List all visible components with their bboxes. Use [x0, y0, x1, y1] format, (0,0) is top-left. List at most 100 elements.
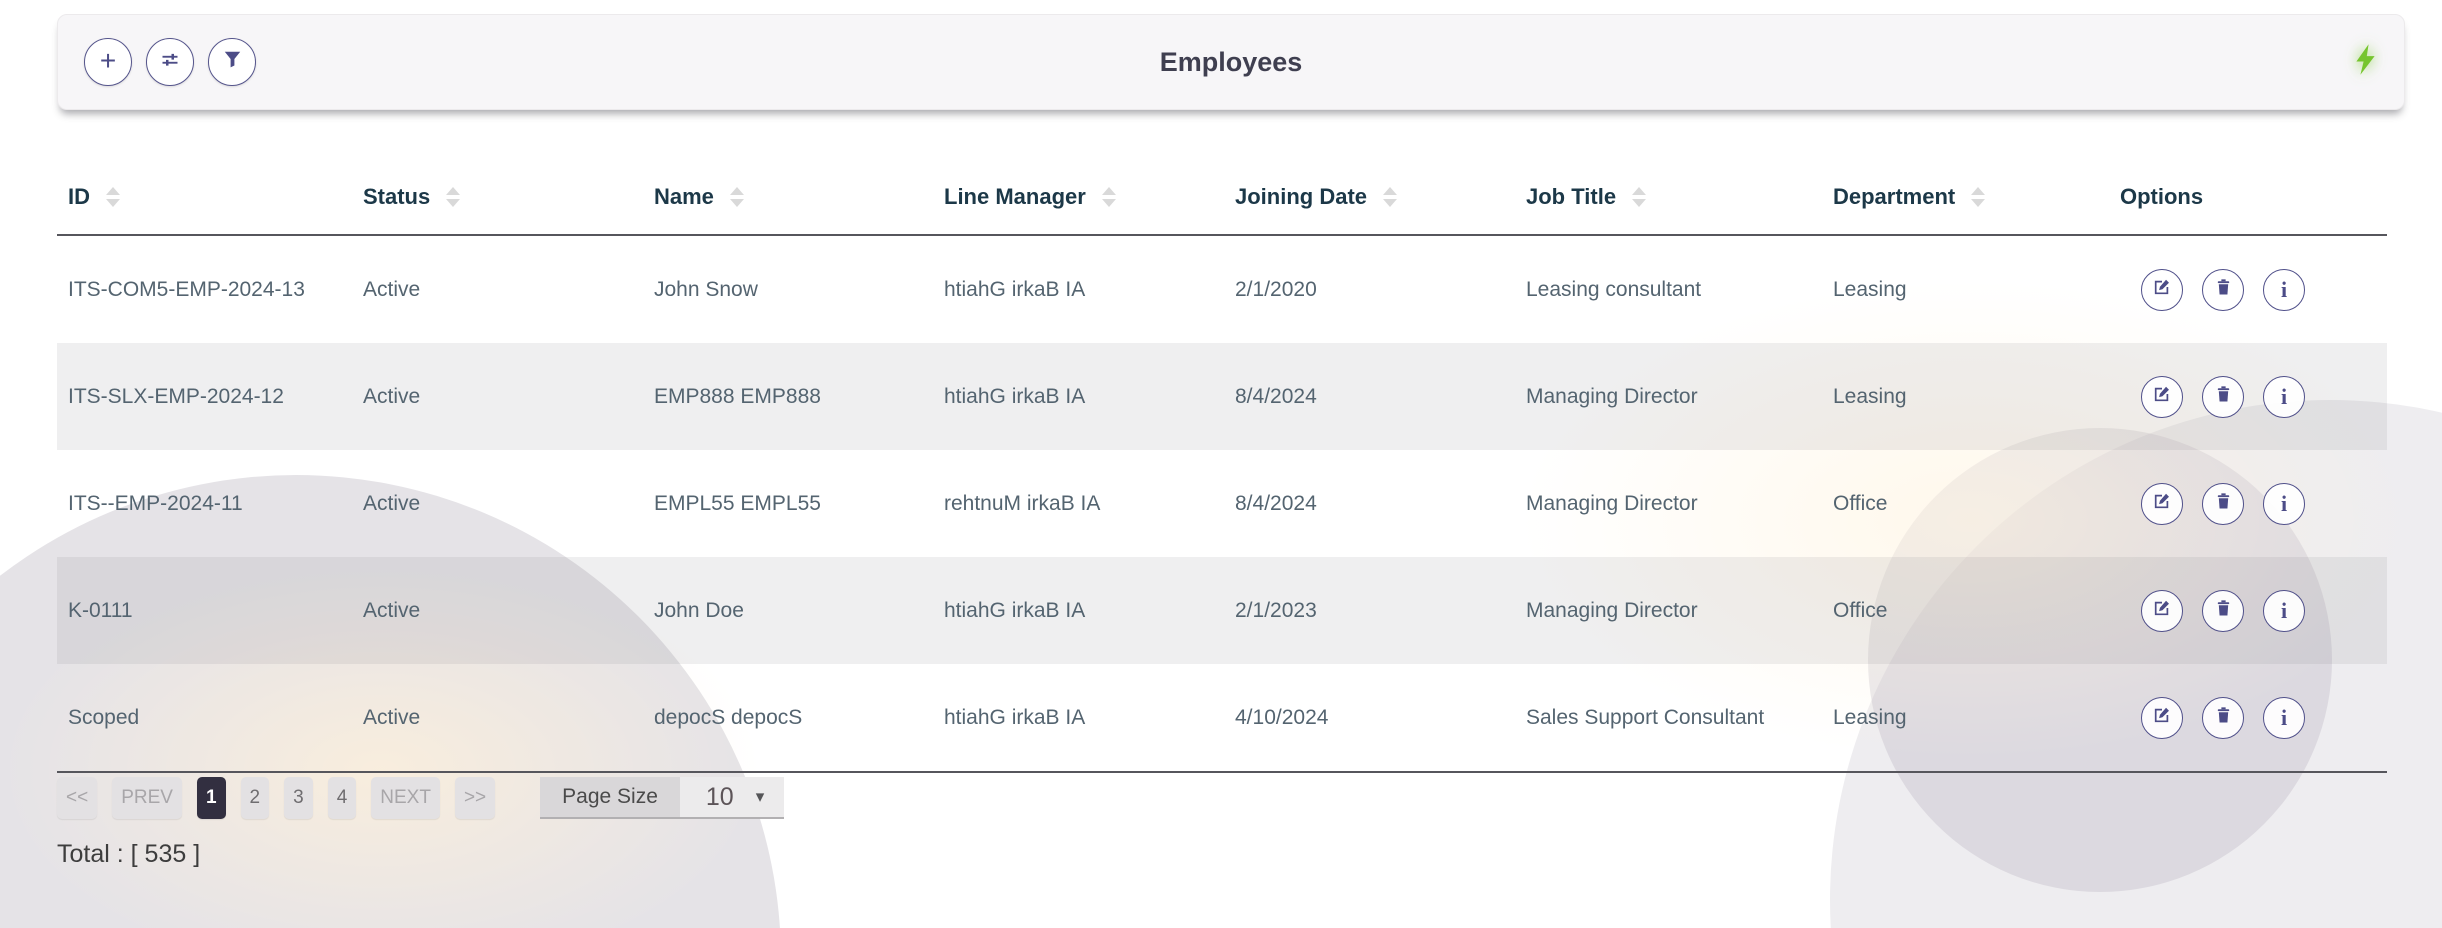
delete-button[interactable] — [2202, 375, 2244, 418]
info-button[interactable]: i — [2263, 268, 2305, 311]
cell-name: John Doe — [654, 598, 744, 622]
edit-icon — [2153, 492, 2171, 516]
column-header-joining-date[interactable]: Joining Date — [1224, 184, 1515, 210]
cell-options: i — [2109, 482, 2387, 525]
column-settings-button[interactable] — [146, 38, 194, 86]
cell-job-title: Sales Support Consultant — [1526, 705, 1765, 729]
cell-department: Office — [1833, 491, 1888, 515]
info-button[interactable]: i — [2263, 696, 2305, 739]
column-header-name[interactable]: Name — [643, 184, 933, 210]
cell-status: Active — [363, 277, 421, 301]
edit-icon — [2153, 278, 2171, 302]
pagination-prev-button[interactable]: PREV — [112, 777, 182, 819]
trash-icon — [2215, 599, 2232, 623]
page-size-value-wrap: 10 ▾ — [679, 777, 785, 817]
table-bottom-divider — [57, 771, 2387, 773]
page-title: Employees — [1159, 46, 1303, 77]
pagination-last-button[interactable]: >> — [454, 777, 496, 819]
column-header-job-title[interactable]: Job Title — [1515, 184, 1822, 210]
cell-job-title: Managing Director — [1526, 384, 1698, 408]
cell-options: i — [2109, 696, 2387, 739]
table-row: ITS--EMP-2024-11 Active EMPL55 EMPL55 re… — [57, 450, 2387, 557]
delete-button[interactable] — [2202, 482, 2244, 525]
cell-status: Active — [363, 705, 421, 729]
filter-button[interactable] — [208, 38, 256, 86]
cell-name: EMPL55 EMPL55 — [654, 491, 821, 515]
cell-job-title: Managing Director — [1526, 491, 1698, 515]
cell-id: ITS-SLX-EMP-2024-12 — [68, 384, 284, 408]
info-icon: i — [2280, 383, 2288, 409]
trash-icon — [2215, 492, 2232, 516]
cell-name: depocS depocS — [654, 705, 803, 729]
page-size-select[interactable]: Page Size 10 ▾ — [540, 777, 785, 819]
employees-table: ID Status Name Line Manager Joining Date… — [57, 160, 2387, 773]
info-icon: i — [2280, 490, 2288, 516]
edit-button[interactable] — [2141, 482, 2183, 525]
edit-button[interactable] — [2141, 589, 2183, 632]
cell-options: i — [2109, 375, 2387, 418]
table-row: Scoped Active depocS depocS htiahG irkaB… — [57, 664, 2387, 771]
cell-joining-date: 2/1/2023 — [1235, 598, 1317, 622]
table-top-divider — [57, 234, 2387, 236]
info-button[interactable]: i — [2263, 482, 2305, 525]
cell-options: i — [2109, 268, 2387, 311]
column-header-department[interactable]: Department — [1822, 184, 2109, 210]
pagination-page-1[interactable]: 1 — [196, 777, 226, 819]
cell-joining-date: 2/1/2020 — [1235, 277, 1317, 301]
edit-icon — [2153, 599, 2171, 623]
sort-icon — [1632, 187, 1647, 207]
cell-status: Active — [363, 491, 421, 515]
bolt-icon[interactable] — [2350, 44, 2376, 81]
cell-joining-date: 8/4/2024 — [1235, 491, 1317, 515]
sort-icon — [446, 187, 461, 207]
info-button[interactable]: i — [2263, 375, 2305, 418]
trash-icon — [2215, 385, 2232, 409]
cell-line-manager: htiahG irkaB IA — [944, 705, 1086, 729]
delete-button[interactable] — [2202, 589, 2244, 632]
cell-joining-date: 4/10/2024 — [1235, 705, 1329, 729]
column-header-status[interactable]: Status — [352, 184, 643, 210]
column-header-line-manager[interactable]: Line Manager — [933, 184, 1224, 210]
pagination-first-button[interactable]: << — [57, 777, 98, 819]
info-icon: i — [2280, 276, 2288, 302]
table-row: ITS-SLX-EMP-2024-12 Active EMP888 EMP888… — [57, 343, 2387, 450]
pagination-page-2[interactable]: 2 — [240, 777, 270, 819]
cell-id: ITS-COM5-EMP-2024-13 — [68, 277, 305, 301]
edit-button[interactable] — [2141, 268, 2183, 311]
delete-button[interactable] — [2202, 696, 2244, 739]
cell-name: John Snow — [654, 277, 758, 301]
sliders-icon — [160, 50, 180, 75]
edit-button[interactable] — [2141, 375, 2183, 418]
page-size-label: Page Size — [540, 777, 680, 817]
sort-icon — [1971, 187, 1986, 207]
pagination: << PREV 1 2 3 4 NEXT >> Page Size 10 ▾ — [57, 777, 785, 819]
table-row: K-0111 Active John Doe htiahG irkaB IA 2… — [57, 557, 2387, 664]
cell-status: Active — [363, 384, 421, 408]
trash-icon — [2215, 278, 2232, 302]
funnel-icon — [223, 50, 242, 74]
cell-department: Office — [1833, 598, 1888, 622]
table-row: ITS-COM5-EMP-2024-13 Active John Snow ht… — [57, 236, 2387, 343]
pagination-page-3[interactable]: 3 — [284, 777, 313, 819]
cell-job-title: Leasing consultant — [1526, 277, 1702, 301]
cell-id: ITS--EMP-2024-11 — [68, 491, 243, 515]
cell-status: Active — [363, 598, 421, 622]
edit-button[interactable] — [2141, 696, 2183, 739]
cell-line-manager: htiahG irkaB IA — [944, 277, 1086, 301]
sort-icon — [106, 187, 120, 207]
delete-button[interactable] — [2202, 268, 2244, 311]
header-toolbar: + — [84, 38, 256, 86]
cell-id: K-0111 — [68, 598, 133, 622]
pagination-next-button[interactable]: NEXT — [371, 777, 440, 819]
info-button[interactable]: i — [2263, 589, 2305, 632]
add-employee-button[interactable]: + — [84, 38, 132, 86]
cell-department: Leasing — [1833, 705, 1907, 729]
pagination-page-4[interactable]: 4 — [327, 777, 357, 819]
column-header-id[interactable]: ID — [57, 184, 352, 210]
trash-icon — [2215, 706, 2232, 730]
sort-icon — [729, 187, 744, 207]
header-card: + — [57, 14, 2405, 110]
caret-down-icon: ▾ — [755, 787, 765, 806]
info-icon: i — [2280, 704, 2288, 730]
cell-options: i — [2109, 589, 2387, 632]
